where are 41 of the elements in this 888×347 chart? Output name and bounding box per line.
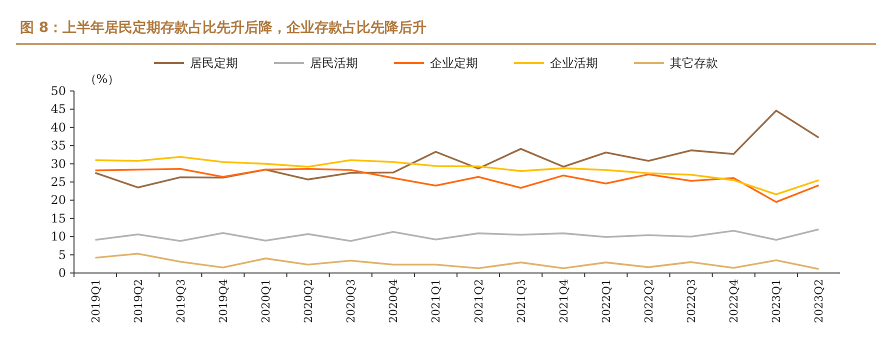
x-tick-label: 2022Q2 — [642, 279, 656, 324]
x-tick-label: 2020Q1 — [260, 279, 272, 324]
line-series — [94, 228, 820, 242]
legend-label: 企业定期 — [430, 56, 478, 70]
line-series — [94, 156, 820, 196]
y-tick-label: 10 — [50, 230, 66, 244]
legend-label: 居民活期 — [310, 56, 358, 70]
y-tick-label: 30 — [50, 156, 66, 171]
x-tick-label: 2020Q4 — [387, 279, 400, 324]
y-axis-title: （%） — [84, 72, 120, 86]
y-tick-label: 25 — [50, 175, 66, 189]
x-tick-label: 2022Q3 — [685, 279, 698, 324]
line-series — [94, 168, 820, 203]
y-tick-label: 40 — [50, 120, 66, 134]
x-tick-label: 2020Q3 — [344, 279, 358, 324]
legend-label: 居民定期 — [190, 56, 238, 70]
x-tick-label: 2022Q4 — [728, 279, 741, 324]
line-series — [94, 252, 820, 270]
y-tick-label: 0 — [58, 266, 66, 280]
x-tick-label: 2019Q2 — [132, 279, 145, 324]
x-tick-label: 2021Q1 — [430, 279, 443, 324]
x-tick-label: 2019Q3 — [174, 279, 188, 324]
x-tick-label: 2022Q1 — [600, 279, 613, 324]
x-tick-label: 2023Q2 — [812, 279, 826, 324]
x-tick-label: 2021Q2 — [472, 279, 486, 324]
x-tick-label: 2023Q1 — [770, 279, 784, 324]
chart-title: 图 8：上半年居民定期存款占比先升后降，企业存款占比先降后升 — [20, 19, 427, 36]
line-series — [94, 110, 820, 188]
x-tick-label: 2019Q4 — [216, 279, 230, 324]
x-tick-label: 2021Q3 — [514, 279, 528, 324]
legend-label: 企业活期 — [550, 56, 598, 70]
y-tick-label: 15 — [50, 211, 66, 226]
x-tick-label: 2020Q2 — [302, 279, 316, 324]
y-tick-label: 20 — [50, 193, 66, 208]
y-tick-label: 45 — [50, 102, 66, 116]
x-tick-label: 2021Q4 — [557, 279, 570, 324]
y-tick-label: 5 — [58, 248, 66, 262]
y-tick-label: 50 — [50, 84, 66, 98]
legend-label: 其它存款 — [670, 56, 718, 70]
x-tick-label: 2019Q1 — [89, 279, 102, 324]
y-tick-label: 35 — [50, 138, 66, 153]
